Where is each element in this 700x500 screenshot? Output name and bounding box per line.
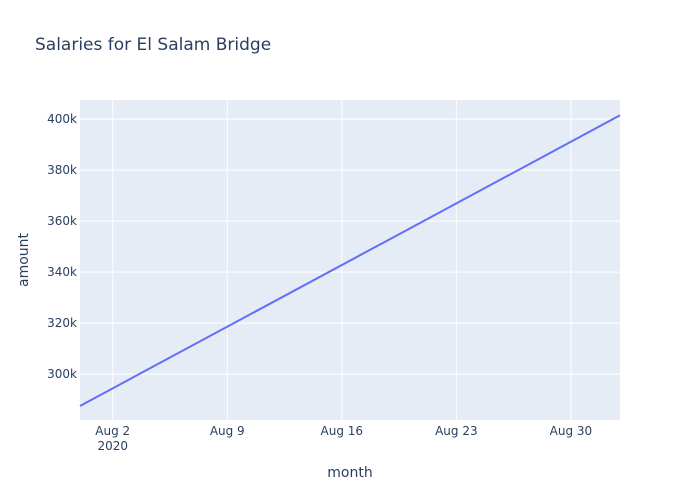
y-tick-label: 360k xyxy=(47,214,77,228)
y-tick-label: 300k xyxy=(47,367,77,381)
series-line xyxy=(79,114,621,407)
y-axis-title: amount xyxy=(16,232,32,287)
x-tick-year-label: 2020 xyxy=(97,439,128,453)
y-tick-label: 320k xyxy=(47,316,77,330)
x-tick-label: Aug 2 xyxy=(95,424,130,438)
gridlines xyxy=(80,100,620,420)
y-tick-label: 340k xyxy=(47,265,77,279)
x-axis-title: month xyxy=(327,465,372,481)
series-layer xyxy=(79,114,621,407)
y-tick-label: 400k xyxy=(47,112,77,126)
y-tick-label: 380k xyxy=(47,163,77,177)
x-tick-label: Aug 9 xyxy=(210,424,245,438)
chart-title: Salaries for El Salam Bridge xyxy=(35,35,271,55)
x-tick-label: Aug 30 xyxy=(550,424,593,438)
x-tick-label: Aug 16 xyxy=(321,424,364,438)
y-axis-ticks: 300k 320k 340k 360k 380k 400k xyxy=(47,112,77,381)
x-tick-label: Aug 23 xyxy=(435,424,478,438)
